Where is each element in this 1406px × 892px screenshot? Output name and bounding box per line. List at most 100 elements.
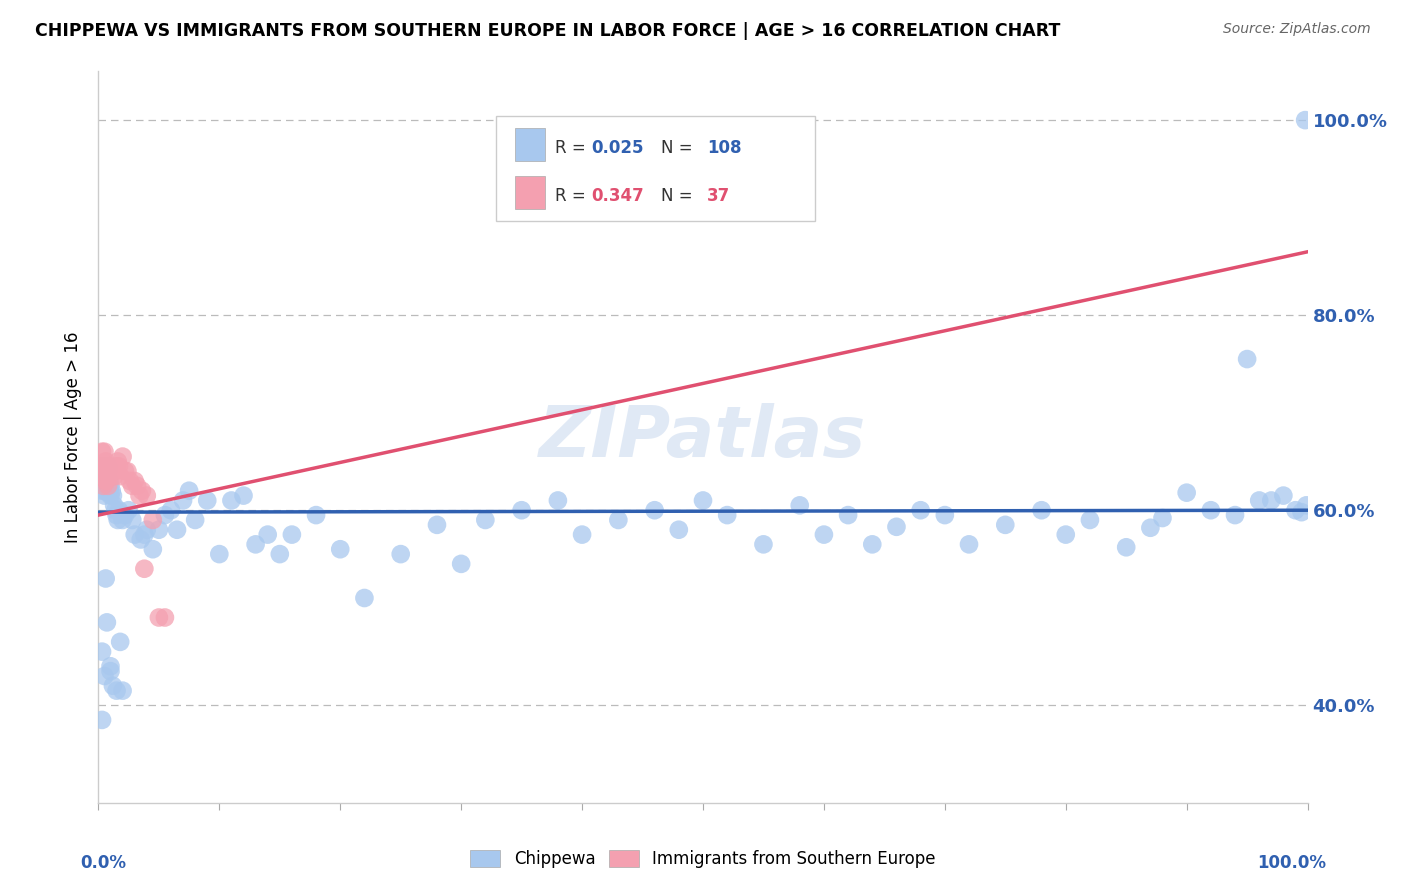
Point <box>108 635 131 649</box>
Point <box>607 513 630 527</box>
Text: Source: ZipAtlas.com: Source: ZipAtlas.com <box>1223 22 1371 37</box>
Point <box>1175 485 1198 500</box>
Point <box>108 503 131 517</box>
Point <box>1284 503 1306 517</box>
Point <box>100 483 122 498</box>
Point <box>93 669 115 683</box>
Point <box>96 474 118 488</box>
Point <box>1223 508 1246 522</box>
Point <box>1078 513 1101 527</box>
Point <box>91 479 114 493</box>
Point <box>90 474 112 488</box>
Point <box>1199 503 1222 517</box>
Point <box>1139 521 1161 535</box>
Point <box>100 664 122 678</box>
Text: R =: R = <box>554 186 591 205</box>
Point <box>644 503 666 517</box>
Point <box>994 517 1017 532</box>
Point <box>100 659 122 673</box>
Point <box>571 527 593 541</box>
Point <box>91 459 114 474</box>
Point <box>716 508 738 522</box>
Point <box>195 493 218 508</box>
Point <box>129 533 152 547</box>
Point <box>114 464 136 478</box>
Text: N =: N = <box>661 138 699 157</box>
Point <box>100 479 122 493</box>
Point <box>131 483 153 498</box>
Point <box>172 493 194 508</box>
Point <box>1249 493 1271 508</box>
Text: R =: R = <box>554 138 591 157</box>
Point <box>329 542 352 557</box>
Point <box>97 479 120 493</box>
Point <box>91 713 114 727</box>
Point <box>118 474 141 488</box>
Point <box>96 479 118 493</box>
Point <box>121 513 143 527</box>
Point <box>124 474 146 488</box>
Point <box>1272 489 1295 503</box>
Point <box>89 464 111 478</box>
Point <box>789 499 811 513</box>
Text: N =: N = <box>661 186 699 205</box>
Point <box>100 459 122 474</box>
Point <box>97 485 120 500</box>
Point <box>135 523 157 537</box>
Point <box>91 645 114 659</box>
Point <box>148 523 170 537</box>
Point <box>108 459 131 474</box>
Point <box>934 508 956 522</box>
Point <box>692 493 714 508</box>
Point <box>111 450 134 464</box>
Point <box>114 508 136 522</box>
Point <box>134 562 156 576</box>
Point <box>93 444 115 458</box>
Point <box>1115 541 1137 555</box>
Point <box>1031 503 1053 517</box>
Point <box>547 493 569 508</box>
Point <box>1295 499 1317 513</box>
Point <box>353 591 375 605</box>
Y-axis label: In Labor Force | Age > 16: In Labor Force | Age > 16 <box>65 331 83 543</box>
Point <box>101 679 124 693</box>
Point <box>105 508 128 522</box>
Point <box>305 508 328 522</box>
Point <box>510 503 533 517</box>
Point <box>105 459 128 474</box>
Point <box>166 523 188 537</box>
Point <box>93 479 115 493</box>
Text: 0.347: 0.347 <box>591 186 644 205</box>
Point <box>101 489 124 503</box>
Point <box>837 508 859 522</box>
Text: 0.025: 0.025 <box>591 138 644 157</box>
Point <box>96 615 118 630</box>
Point <box>1054 527 1077 541</box>
Point <box>91 444 114 458</box>
Point <box>91 483 114 498</box>
Point <box>153 610 176 624</box>
Point <box>90 459 112 474</box>
Point <box>1294 113 1316 128</box>
Point <box>91 479 114 493</box>
Point <box>97 464 120 478</box>
Point <box>94 474 117 488</box>
Point <box>96 459 118 474</box>
Point <box>117 464 139 478</box>
Point <box>1152 511 1174 525</box>
Point <box>103 469 125 483</box>
Point <box>97 479 120 493</box>
Point <box>97 459 120 474</box>
Point <box>89 464 111 478</box>
Point <box>96 469 118 483</box>
Point <box>104 464 127 478</box>
Point <box>886 520 908 534</box>
Point <box>118 503 141 517</box>
Point <box>668 523 690 537</box>
Point <box>91 479 114 493</box>
Point <box>124 527 146 541</box>
Point <box>184 513 207 527</box>
Point <box>256 527 278 541</box>
Point <box>142 513 165 527</box>
Point <box>93 464 115 478</box>
